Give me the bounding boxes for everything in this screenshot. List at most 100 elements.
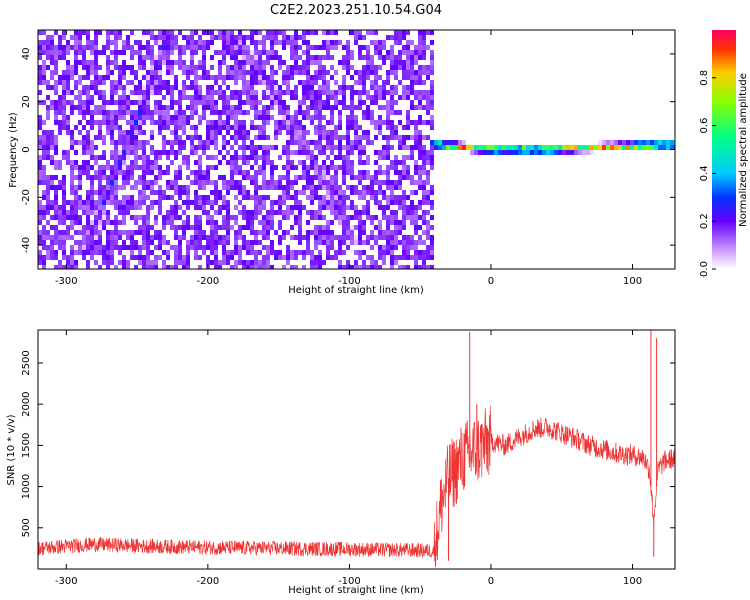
heatmap-cell	[182, 35, 186, 40]
heatmap-cell	[198, 170, 202, 175]
heatmap-cell	[134, 90, 138, 95]
heatmap-cell	[138, 130, 142, 135]
heatmap-cell	[190, 150, 194, 155]
heatmap-cell	[414, 145, 418, 150]
heatmap-cell	[274, 90, 278, 95]
heatmap-cell	[410, 255, 414, 260]
heatmap-cell	[418, 140, 422, 145]
heatmap-cell	[254, 175, 258, 180]
heatmap-cell	[262, 95, 266, 100]
heatmap-cell	[350, 240, 354, 245]
heatmap-cell	[406, 195, 410, 200]
heatmap-cell	[250, 50, 254, 55]
heatmap-cell	[466, 145, 470, 150]
heatmap-cell	[122, 170, 126, 175]
heatmap-cell	[294, 220, 298, 225]
heatmap-cell	[134, 40, 138, 45]
heatmap-cell	[206, 105, 210, 110]
heatmap-cell	[190, 40, 194, 45]
heatmap-cell	[114, 185, 118, 190]
heatmap-cell	[266, 235, 270, 240]
heatmap-cell	[478, 145, 482, 150]
heatmap-cell	[62, 105, 66, 110]
heatmap-cell	[154, 65, 158, 70]
heatmap-cell	[294, 265, 298, 269]
heatmap-cell	[370, 85, 374, 90]
heatmap-cell	[338, 90, 342, 95]
heatmap-cell	[114, 225, 118, 230]
heatmap-cell	[346, 40, 350, 45]
heatmap-cell	[230, 35, 234, 40]
heatmap-cell	[314, 105, 318, 110]
heatmap-cell	[234, 160, 238, 165]
heatmap-cell	[586, 150, 590, 155]
heatmap-cell	[82, 135, 86, 140]
heatmap-cell	[382, 180, 386, 185]
heatmap-cell	[302, 145, 306, 150]
heatmap-cell	[262, 265, 266, 269]
heatmap-cell	[38, 135, 42, 140]
heatmap-cell	[142, 45, 146, 50]
heatmap-cell	[102, 150, 106, 155]
heatmap-cell	[338, 165, 342, 170]
heatmap-cell	[398, 255, 402, 260]
heatmap-cell	[182, 160, 186, 165]
heatmap-cell	[354, 90, 358, 95]
heatmap-cell	[118, 100, 122, 105]
heatmap-cell	[386, 240, 390, 245]
heatmap-cell	[82, 240, 86, 245]
heatmap-cell	[178, 50, 182, 55]
heatmap-cell	[350, 205, 354, 210]
heatmap-cell	[250, 120, 254, 125]
heatmap-cell	[198, 95, 202, 100]
heatmap-cell	[54, 195, 58, 200]
heatmap-cell	[310, 195, 314, 200]
heatmap-cell	[238, 110, 242, 115]
heatmap-cell	[458, 140, 462, 145]
heatmap-cell	[382, 260, 386, 265]
heatmap-cell	[238, 155, 242, 160]
heatmap-cell	[330, 145, 334, 150]
heatmap-cell	[58, 130, 62, 135]
heatmap-cell	[130, 240, 134, 245]
heatmap-cell	[342, 210, 346, 215]
heatmap-cell	[614, 140, 618, 145]
heatmap-cell	[262, 40, 266, 45]
heatmap-cell	[286, 185, 290, 190]
heatmap-cell	[522, 150, 526, 155]
heatmap-cell	[262, 130, 266, 135]
heatmap-cell	[130, 80, 134, 85]
heatmap-cell	[366, 75, 370, 80]
heatmap-cell	[338, 185, 342, 190]
heatmap-cell	[198, 135, 202, 140]
heatmap-cell	[266, 215, 270, 220]
heatmap-cell	[310, 230, 314, 235]
heatmap-cell	[350, 235, 354, 240]
heatmap-cell	[122, 40, 126, 45]
heatmap-cell	[158, 75, 162, 80]
heatmap-cell	[250, 225, 254, 230]
heatmap-cell	[62, 30, 66, 35]
heatmap-cell	[362, 135, 366, 140]
heatmap-cell	[302, 40, 306, 45]
heatmap-cell	[374, 85, 378, 90]
heatmap-cell	[510, 145, 514, 150]
heatmap-cell	[42, 150, 46, 155]
heatmap-cell	[102, 45, 106, 50]
heatmap-cell	[334, 100, 338, 105]
heatmap-cell	[102, 260, 106, 265]
heatmap-cell	[74, 50, 78, 55]
heatmap-cell	[194, 50, 198, 55]
heatmap-cell	[142, 120, 146, 125]
heatmap-cell	[242, 150, 246, 155]
heatmap-cell	[418, 65, 422, 70]
heatmap-cell	[386, 155, 390, 160]
heatmap-cell	[210, 30, 214, 35]
heatmap-cell	[206, 260, 210, 265]
heatmap-cell	[310, 80, 314, 85]
heatmap-cell	[418, 120, 422, 125]
heatmap-cell	[182, 265, 186, 269]
heatmap-cell	[542, 145, 546, 150]
heatmap-cell	[46, 135, 50, 140]
heatmap-cell	[282, 145, 286, 150]
